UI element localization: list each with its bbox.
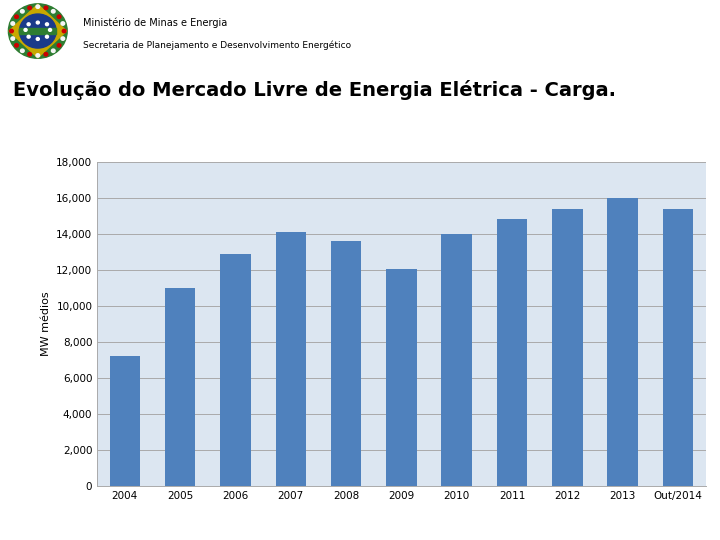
- Circle shape: [27, 23, 30, 26]
- Polygon shape: [9, 4, 66, 58]
- Polygon shape: [19, 28, 56, 34]
- Text: Secretaria de Planejamento e Desenvolvimento Energético: Secretaria de Planejamento e Desenvolvim…: [83, 40, 351, 50]
- Circle shape: [20, 10, 24, 13]
- Circle shape: [9, 29, 14, 33]
- Circle shape: [27, 35, 30, 38]
- Circle shape: [11, 37, 14, 40]
- Circle shape: [36, 5, 40, 9]
- Circle shape: [24, 29, 27, 31]
- Circle shape: [45, 23, 48, 26]
- Circle shape: [28, 6, 32, 10]
- Bar: [165, 288, 195, 486]
- Bar: [441, 234, 472, 486]
- Circle shape: [36, 21, 40, 24]
- Bar: [497, 219, 527, 486]
- Circle shape: [9, 4, 67, 58]
- Circle shape: [44, 6, 48, 10]
- Circle shape: [48, 29, 52, 31]
- Circle shape: [61, 22, 65, 25]
- Circle shape: [58, 15, 61, 18]
- Circle shape: [51, 49, 55, 52]
- Circle shape: [36, 38, 40, 40]
- Circle shape: [44, 52, 48, 56]
- Circle shape: [20, 49, 24, 52]
- Circle shape: [61, 37, 65, 40]
- Text: Evolução do Mercado Livre de Energia Elétrica - Carga.: Evolução do Mercado Livre de Energia Elé…: [13, 80, 616, 100]
- Bar: [662, 209, 693, 486]
- Bar: [220, 254, 251, 486]
- Bar: [331, 241, 361, 486]
- Circle shape: [28, 52, 32, 56]
- Bar: [386, 269, 417, 486]
- Circle shape: [36, 53, 40, 57]
- Bar: [608, 198, 638, 486]
- Circle shape: [19, 14, 56, 48]
- Circle shape: [51, 10, 55, 13]
- Bar: [552, 209, 582, 486]
- Bar: [276, 232, 306, 486]
- Text: Ministério de Minas e Energia: Ministério de Minas e Energia: [83, 17, 227, 28]
- Bar: [109, 356, 140, 486]
- Circle shape: [58, 44, 61, 47]
- Circle shape: [63, 29, 66, 33]
- Y-axis label: MW médios: MW médios: [40, 292, 50, 356]
- Circle shape: [14, 15, 18, 18]
- Circle shape: [45, 35, 48, 38]
- Circle shape: [11, 22, 14, 25]
- Circle shape: [14, 44, 18, 47]
